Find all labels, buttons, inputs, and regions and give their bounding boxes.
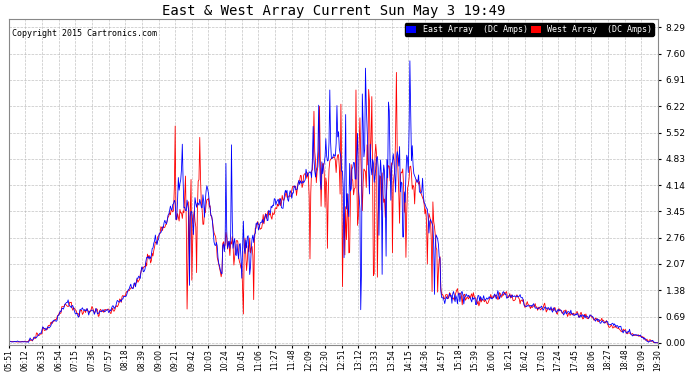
Legend: East Array  (DC Amps), West Array  (DC Amps): East Array (DC Amps), West Array (DC Amp… [405, 24, 654, 36]
Title: East & West Array Current Sun May 3 19:49: East & West Array Current Sun May 3 19:4… [161, 4, 505, 18]
Text: Copyright 2015 Cartronics.com: Copyright 2015 Cartronics.com [12, 29, 157, 38]
